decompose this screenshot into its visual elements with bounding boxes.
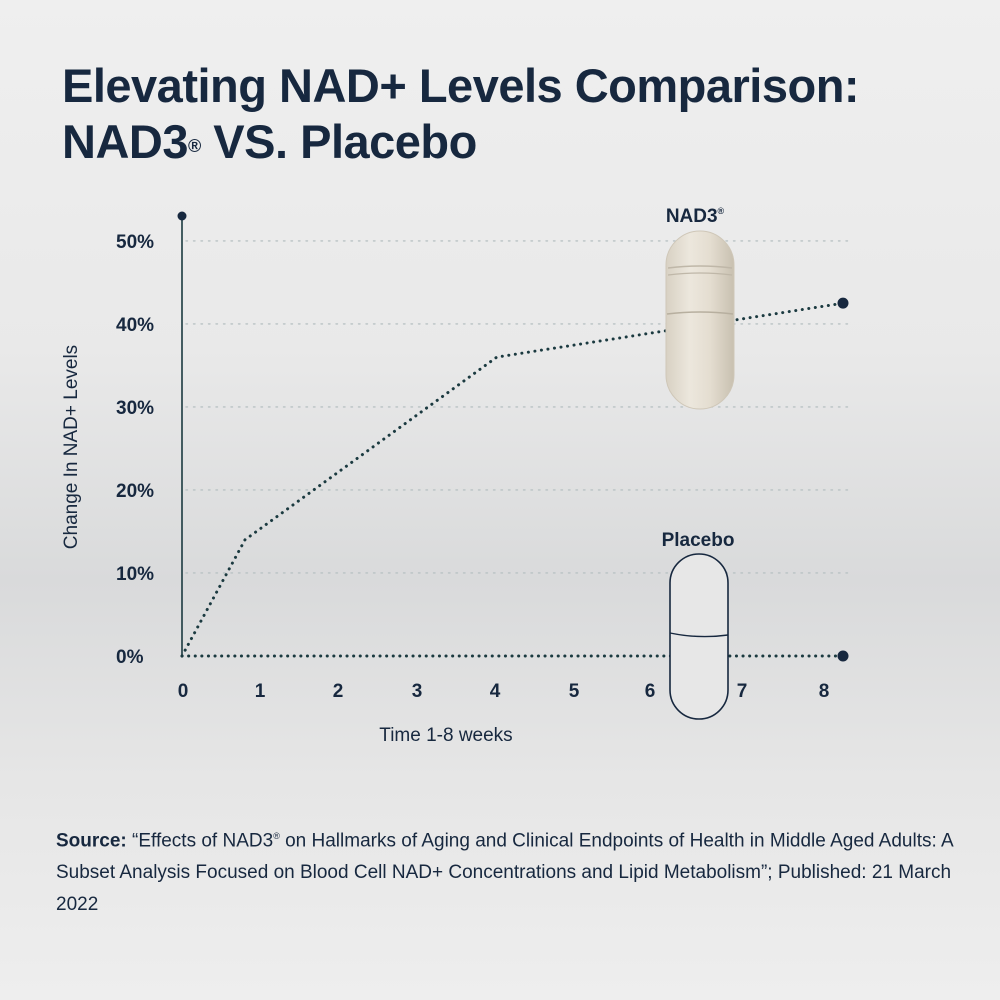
source-text-end: on Hallmarks of Aging and Clinical Endpo… [56,830,953,916]
title-line-2-suffix: VS. Placebo [200,115,477,168]
nad3-capsule-icon [665,230,735,410]
x-tick-label-5: 5 [569,681,580,702]
series-lines [180,297,849,662]
series-line-0 [180,301,845,658]
x-axis-label: Time 1-8 weeks [379,725,512,746]
x-tick-label-4: 4 [490,681,501,702]
x-tick-label-6: 6 [645,681,656,702]
y-tick-label-40: 40% [116,315,154,336]
source-registered-mark: ® [273,831,280,841]
placebo-capsule-icon [669,553,729,720]
x-tick-label-7: 7 [737,681,748,702]
x-tick-labels: 0 1 2 3 4 5 6 7 8 [178,681,830,702]
y-tick-label-20: 20% [116,481,154,502]
x-tick-label-3: 3 [412,681,423,702]
source-citation: Source: “Effects of NAD3® on Hallmarks o… [56,820,966,921]
y-tick-label-10: 10% [116,564,154,585]
series-end-dot-0 [837,297,849,309]
chart-title: Elevating NAD+ Levels Comparison: NAD3® V… [62,58,962,170]
source-text-start: “Effects of NAD3 [126,830,274,852]
title-line-1: Elevating NAD+ Levels Comparison: [62,59,860,112]
y-tick-label-50: 50% [116,232,154,253]
y-axis-label: Change In NAD+ Levels [61,345,82,549]
x-tick-label-8: 8 [819,681,830,702]
y-axis-end-dot [177,211,187,221]
x-tick-label-0: 0 [178,681,189,702]
y-tick-labels: 0% 10% 20% 30% 40% 50% [116,232,154,668]
y-tick-label-30: 30% [116,398,154,419]
title-line-2-prefix: NAD3 [62,115,188,168]
y-tick-label-0: 0% [116,647,144,668]
series-end-dot-1 [837,650,849,662]
title-registered-mark: ® [187,136,201,156]
grid-lines [185,240,854,574]
placebo-series-label: Placebo [662,530,735,551]
source-label: Source: [56,830,127,852]
x-tick-label-2: 2 [333,681,344,702]
nad3-series-label: NAD3® [666,206,725,227]
axes [177,211,187,656]
x-tick-label-1: 1 [255,681,266,702]
